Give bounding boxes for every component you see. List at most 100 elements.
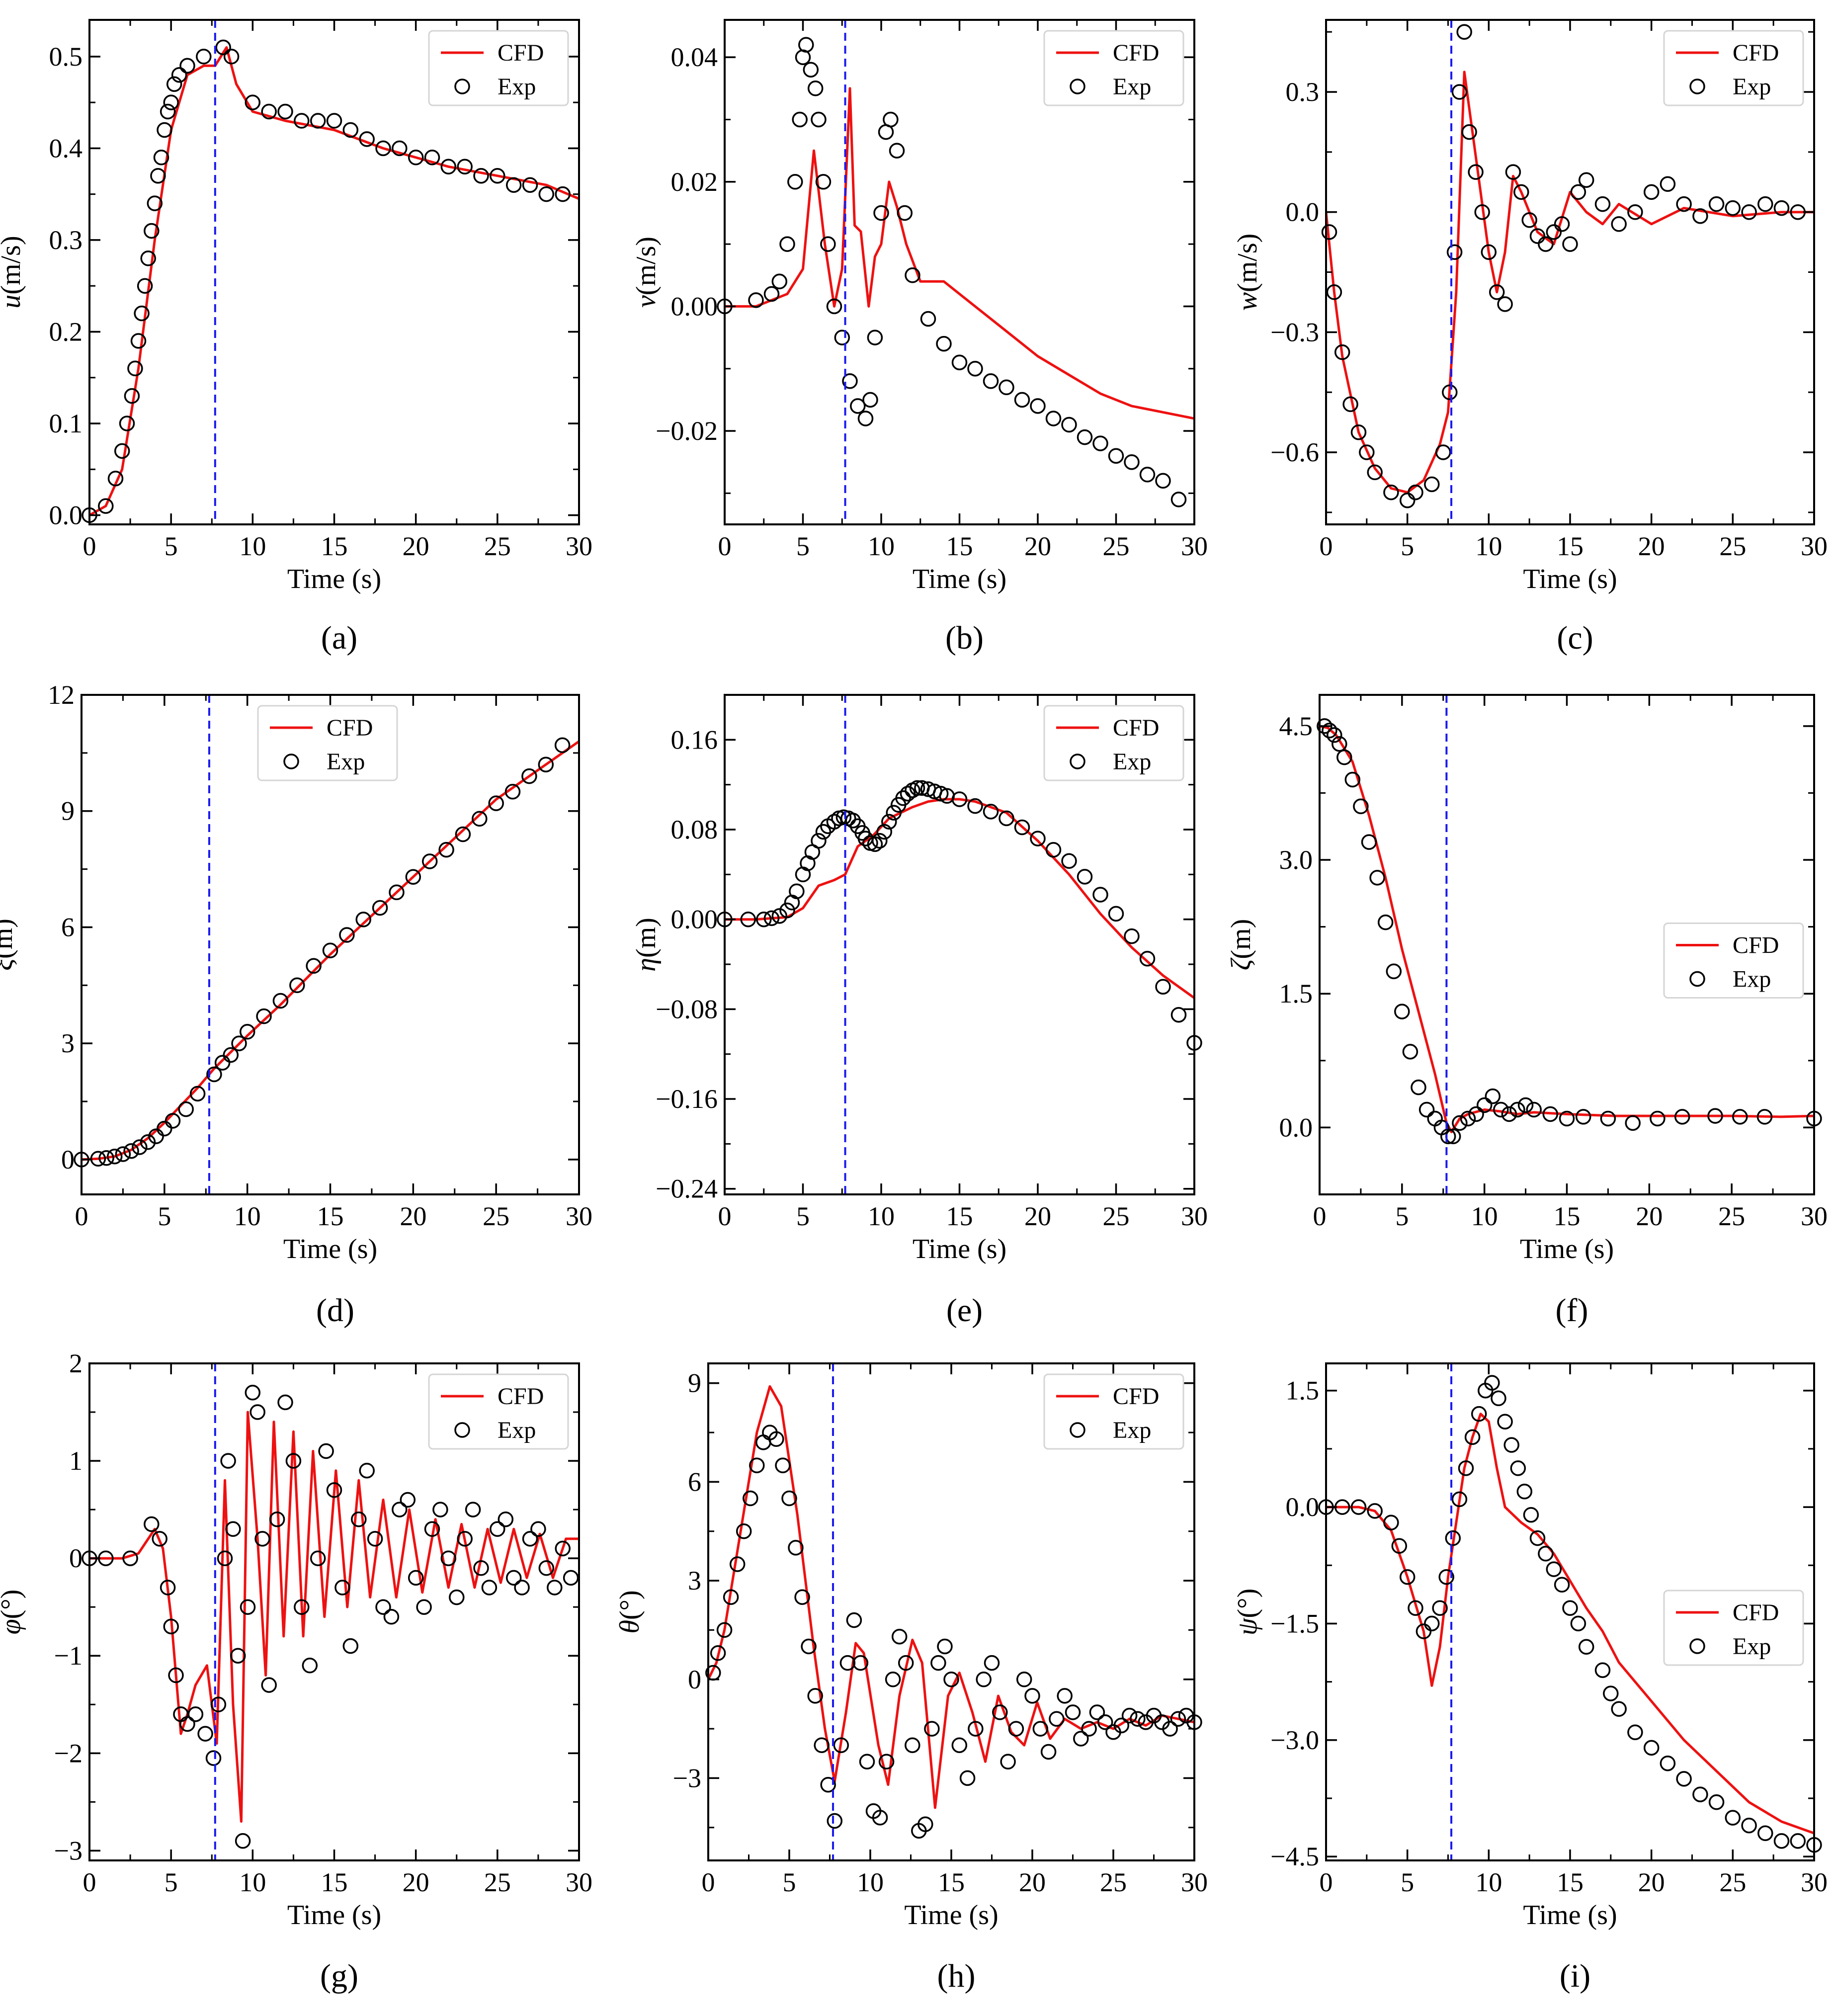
exp-data-point — [424, 150, 440, 166]
x-tick-label: 20 — [403, 1867, 429, 1897]
exp-data-point — [250, 1404, 265, 1420]
exp-data-point — [1627, 204, 1643, 220]
exp-data-point — [1008, 1721, 1024, 1737]
exp-data-point — [171, 67, 187, 83]
x-tick-label: 25 — [1719, 1867, 1746, 1897]
x-tick-label: 5 — [796, 1201, 810, 1231]
x-tick-label: 30 — [1181, 1201, 1208, 1231]
exp-data-point — [763, 910, 780, 926]
exp-data-point — [1092, 435, 1108, 451]
exp-data-point — [999, 810, 1014, 827]
exp-data-point — [1361, 834, 1377, 850]
exp-data-point — [775, 1457, 791, 1474]
exp-data-point — [179, 58, 195, 74]
exp-data-point — [826, 298, 842, 315]
legend-label-cfd: CFD — [1113, 1383, 1159, 1410]
exp-data-point — [811, 833, 827, 849]
x-axis-label: Time (s) — [287, 1900, 381, 1931]
y-tick-label: 0.00 — [671, 905, 718, 934]
y-tick-label: 9 — [688, 1368, 701, 1398]
exp-data-point — [1741, 1817, 1757, 1834]
exp-data-point — [1408, 484, 1423, 501]
legend-label-cfd: CFD — [1733, 1599, 1779, 1626]
y-tick-label: 12 — [48, 680, 75, 710]
exp-data-point — [716, 1622, 733, 1638]
exp-data-point — [1501, 1106, 1517, 1122]
y-axis-label: ζ(m) — [1226, 919, 1256, 971]
legend-box — [1663, 1590, 1804, 1666]
y-axis-symbol: φ — [0, 1619, 26, 1634]
legend-exp-marker-swatch — [1689, 971, 1705, 987]
exp-data-point — [130, 333, 147, 349]
exp-data-point — [736, 1523, 752, 1539]
y-axis-symbol: v — [631, 295, 662, 308]
exp-data-point — [895, 790, 911, 806]
exp-data-point — [815, 174, 832, 190]
exp-data-point — [1570, 184, 1586, 200]
exp-data-point — [405, 869, 421, 885]
exp-data-point — [857, 411, 874, 426]
exp-data-point — [1676, 1771, 1692, 1787]
legend-label-exp: Exp — [498, 74, 536, 100]
exp-data-point — [1725, 200, 1741, 216]
exp-data-point — [833, 1737, 849, 1753]
legend-label-exp: Exp — [1113, 1417, 1151, 1443]
y-axis-label: η(m) — [631, 918, 662, 972]
cfd-series-line — [1320, 725, 1814, 1133]
y-axis-symbol: ξ — [0, 959, 18, 971]
x-tick-label: 15 — [1557, 1867, 1583, 1897]
y-tick-label: 1.5 — [1286, 1376, 1320, 1406]
exp-data-point — [342, 1638, 359, 1654]
exp-data-point — [289, 977, 305, 994]
exp-data-point — [1538, 1546, 1554, 1562]
exp-data-point — [277, 1394, 293, 1411]
exp-data-point — [261, 103, 277, 120]
exp-data-point — [1523, 1507, 1539, 1523]
exp-data-point — [326, 113, 342, 129]
exp-data-point — [187, 1706, 204, 1722]
y-tick-label: 4.5 — [1279, 711, 1313, 741]
exp-data-point — [852, 1655, 869, 1671]
exp-data-point — [563, 1570, 579, 1586]
x-tick-label: 25 — [483, 1201, 509, 1231]
exp-data-point — [967, 798, 983, 814]
x-tick-label: 0 — [1320, 1867, 1333, 1897]
exp-data-point — [905, 1737, 920, 1753]
x-tick-label: 5 — [1401, 531, 1414, 561]
exp-data-point — [867, 836, 883, 852]
exp-data-point — [1049, 1711, 1065, 1727]
y-tick-label: 0 — [69, 1543, 83, 1573]
exp-data-point — [889, 143, 905, 159]
exp-data-point — [1708, 1794, 1725, 1810]
y-tick-label: 0 — [688, 1665, 701, 1694]
legend-exp-marker-swatch — [1689, 79, 1705, 94]
exp-data-point — [1538, 236, 1554, 252]
y-tick-label: 3 — [61, 1028, 75, 1058]
exp-data-point — [1418, 1101, 1435, 1118]
exp-data-point — [306, 958, 322, 974]
exp-data-point — [220, 1453, 236, 1469]
y-axis-symbol: u — [0, 295, 26, 309]
exp-data-point — [455, 826, 471, 842]
exp-data-point — [318, 1443, 334, 1459]
exp-data-point — [937, 1638, 953, 1655]
y-tick-label: 9 — [61, 796, 75, 826]
exp-data-point — [498, 1511, 514, 1527]
cfd-series-line — [708, 1385, 1194, 1809]
y-axis-symbol: w — [1232, 292, 1263, 311]
exp-data-point — [1435, 444, 1451, 460]
exp-data-point — [1468, 1106, 1484, 1122]
x-tick-label: 15 — [946, 531, 973, 561]
exp-data-point — [530, 1521, 546, 1537]
y-tick-label: −4.5 — [1270, 1842, 1319, 1871]
exp-data-point — [1600, 1110, 1616, 1127]
exp-data-point — [1322, 723, 1337, 739]
exp-data-point — [223, 49, 240, 65]
exp-data-point — [140, 1134, 156, 1150]
exp-data-point — [1334, 344, 1350, 360]
exp-data-point — [140, 251, 156, 266]
exp-data-point — [205, 1750, 222, 1766]
exp-data-point — [1468, 164, 1484, 180]
exp-data-point — [1546, 1561, 1562, 1577]
exp-data-point — [473, 168, 489, 184]
